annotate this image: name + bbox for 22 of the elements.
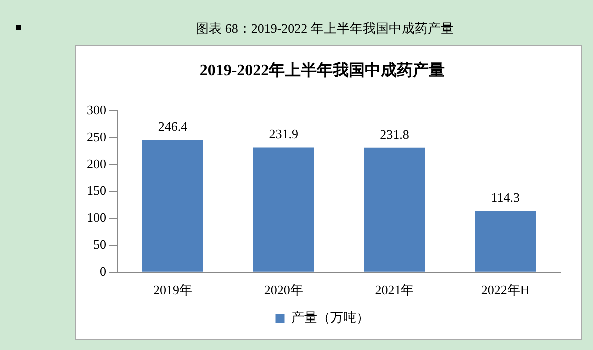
y-tick-label: 250	[87, 129, 106, 144]
data-label: 114.3	[491, 190, 520, 205]
data-label: 231.9	[269, 126, 298, 142]
y-tick-label: 50	[94, 236, 106, 252]
y-tick-label: 100	[87, 210, 106, 226]
chart-subtitle: 2019-2022年上半年我国中成药产量	[200, 62, 446, 80]
data-label: 246.4	[158, 118, 188, 134]
data-label: 231.8	[380, 126, 410, 142]
chart-title: 图表 68：2019-2022 年上半年我国中成药产量	[195, 20, 455, 38]
x-tick-label: 2022年H	[481, 282, 530, 298]
bar	[364, 148, 426, 272]
bar	[475, 210, 536, 272]
y-tick-label: 150	[87, 183, 106, 198]
bar	[253, 148, 314, 272]
legend-label: 产量（万吨）	[291, 310, 370, 325]
bar	[142, 140, 204, 272]
y-tick-label: 200	[87, 156, 106, 172]
x-tick-label: 2020年	[264, 282, 304, 298]
x-tick-label: 2019年	[153, 282, 192, 298]
y-tick-label: 300	[87, 102, 106, 118]
y-tick-label: 0	[100, 264, 106, 279]
x-tick-label: 2021年	[375, 282, 414, 298]
